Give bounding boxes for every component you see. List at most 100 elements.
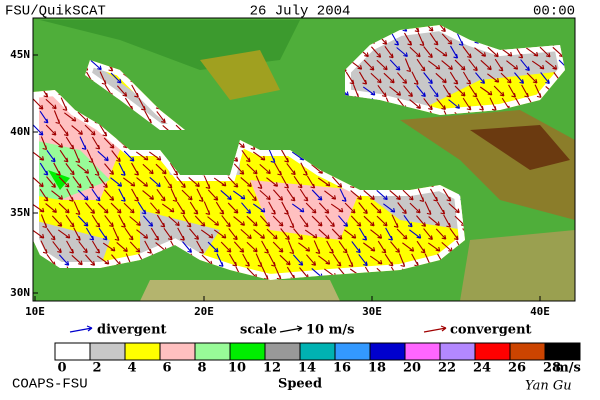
wind-arrow (227, 202, 239, 214)
colorbar-label: 10 (228, 361, 246, 376)
wind-arrow (441, 33, 453, 45)
wind-arrow (390, 241, 401, 253)
wind-arrow (436, 98, 446, 110)
wind-arrow (330, 203, 344, 213)
lon-label: 20E (194, 305, 214, 318)
colorbar-swatch (89, 342, 126, 361)
wind-arrow (110, 72, 122, 84)
wind-arrow (383, 72, 395, 84)
wind-arrow (57, 229, 71, 239)
wind-arrow (116, 85, 128, 97)
wind-arrow (91, 188, 101, 202)
wind-arrow (65, 214, 75, 228)
wind-arrow (449, 227, 459, 241)
wind-arrow (363, 59, 375, 71)
wind-arrow (428, 60, 441, 70)
wind-arrow (66, 188, 74, 202)
wind-arrow (423, 72, 433, 85)
wind-arrow (409, 202, 421, 214)
footer-left: COAPS-FSU (12, 377, 88, 393)
wind-arrow (311, 215, 323, 227)
wind-arrow (545, 60, 558, 70)
wind-arrow (97, 150, 109, 162)
wind-arrow (104, 215, 114, 228)
legend-arrow (423, 325, 447, 333)
wind-arrow (539, 46, 551, 58)
wind-arrow (456, 32, 464, 46)
wind-arrow (77, 111, 89, 123)
wind-arrow (324, 190, 337, 200)
wind-arrow (369, 255, 383, 265)
lat-label: 40N (10, 125, 30, 138)
wind-arrow (91, 240, 101, 254)
wind-arrow (287, 214, 295, 228)
wind-arrow (404, 58, 412, 73)
wind-arrow (213, 229, 227, 239)
wind-arrow (233, 163, 245, 175)
wind-arrow (71, 125, 83, 136)
wind-arrow (220, 189, 232, 201)
wind-arrow (346, 253, 354, 267)
wind-arrow (424, 201, 432, 215)
wind-arrow (77, 189, 89, 201)
wind-arrow (53, 162, 61, 176)
wind-arrow (246, 241, 258, 253)
wind-arrow (493, 85, 505, 97)
wind-arrow (215, 201, 225, 215)
wind-arrow (228, 253, 238, 267)
wind-arrow (305, 202, 317, 214)
wind-arrow (138, 97, 146, 111)
wind-arrow (98, 123, 108, 137)
wind-arrow (135, 151, 149, 161)
wind-arrow (376, 215, 388, 227)
wind-arrow (427, 242, 441, 252)
wind-arrow (144, 240, 152, 254)
wind-arrow (389, 59, 401, 71)
colorbar-swatch (544, 342, 581, 361)
wind-arrow (429, 32, 439, 46)
wind-arrow (487, 73, 500, 83)
wind-arrow (91, 136, 101, 150)
footer-right: Yan Gu (525, 379, 572, 394)
wind-arrow (487, 46, 499, 58)
map (33, 18, 575, 301)
wind-arrow (377, 85, 387, 98)
wind-arrow (402, 242, 415, 252)
wind-arrow (33, 203, 45, 213)
wind-arrow (45, 203, 57, 213)
colorbar-label: 18 (368, 361, 386, 376)
wind-arrow (489, 97, 497, 111)
colorbar-label: 8 (197, 361, 206, 376)
wind-arrow (274, 162, 282, 176)
colorbar-swatch (194, 342, 231, 361)
wind-arrow (176, 201, 186, 215)
wind-arrow (150, 227, 160, 241)
colorbar-label: 20 (403, 361, 421, 376)
wind-arrow (207, 241, 219, 253)
wind-arrow (123, 202, 135, 214)
wind-arrow (540, 72, 550, 85)
legend-scale: scale (240, 323, 277, 338)
wind-arrow (194, 215, 206, 227)
wind-arrow (281, 175, 289, 189)
wind-arrow (423, 46, 433, 59)
wind-arrow (142, 215, 154, 227)
wind-arrow (462, 97, 472, 111)
wind-arrow (118, 162, 126, 176)
wind-arrow (448, 202, 460, 214)
wind-arrow (129, 241, 141, 253)
wind-arrow (534, 84, 542, 98)
wind-arrow (358, 202, 368, 215)
wind-arrow (479, 86, 493, 96)
wind-arrow (416, 215, 427, 227)
wind-arrow (188, 177, 200, 188)
lat-label: 35N (10, 206, 30, 219)
wind-arrow (246, 215, 258, 227)
wind-arrow (377, 240, 387, 254)
wind-arrow (39, 110, 49, 124)
wind-arrow (59, 124, 69, 137)
wind-arrow (350, 215, 362, 227)
legend-arrow (69, 325, 93, 333)
wind-arrow (232, 190, 246, 200)
